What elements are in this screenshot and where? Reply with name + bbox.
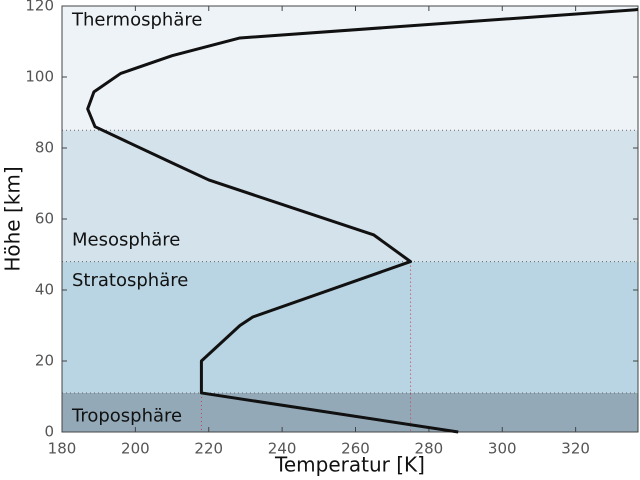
x-tick-label: 240 xyxy=(268,440,297,458)
layer-label: Troposphäre xyxy=(71,405,182,426)
layer-label: Thermosphäre xyxy=(71,9,202,30)
y-tick-label: 40 xyxy=(35,281,54,299)
y-tick-label: 80 xyxy=(35,139,54,157)
profile-line xyxy=(86,8,639,434)
y-axis-title: Höhe [km] xyxy=(1,166,25,271)
layer-label: Mesosphäre xyxy=(72,230,180,251)
y-tick-label: 60 xyxy=(35,210,54,228)
y-tick-label: 0 xyxy=(44,423,54,441)
x-tick-label: 260 xyxy=(341,440,370,458)
x-tick-label: 200 xyxy=(121,440,150,458)
y-tick-label: 20 xyxy=(35,352,54,370)
layer-band xyxy=(62,392,638,432)
layer-band xyxy=(62,130,638,262)
y-tick-label: 100 xyxy=(25,68,54,86)
layer-band xyxy=(62,6,638,131)
x-tick-label: 280 xyxy=(415,440,444,458)
layer-label: Stratosphäre xyxy=(72,270,188,291)
x-tick-label: 300 xyxy=(488,440,517,458)
x-axis-title: Temperatur [K] xyxy=(274,453,425,477)
x-tick-label: 180 xyxy=(48,440,77,458)
x-tick-label: 320 xyxy=(561,440,590,458)
x-tick-label: 220 xyxy=(194,440,223,458)
y-tick-label: 120 xyxy=(25,0,54,15)
